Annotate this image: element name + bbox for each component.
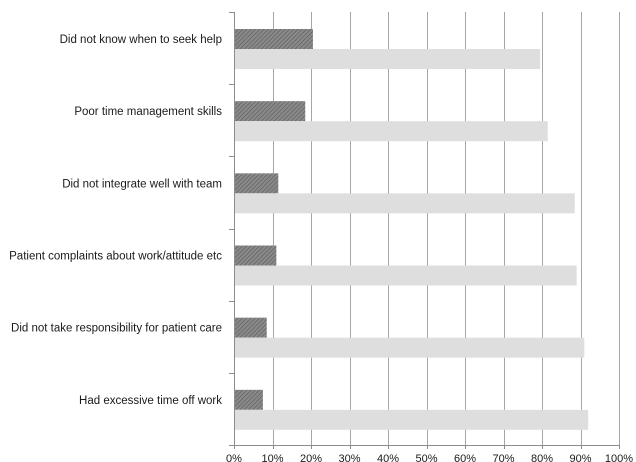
bars: [235, 29, 589, 430]
x-tick-label: 40%: [377, 453, 399, 462]
axes: [229, 12, 620, 449]
bar-series-1: [235, 101, 306, 122]
x-tick-label: 60%: [454, 453, 476, 462]
bar-series-2: [235, 49, 541, 69]
category-label: Patient complaints about work/attitude e…: [9, 251, 222, 263]
bar-series-1: [235, 389, 263, 410]
x-tick-label: 0%: [226, 453, 242, 462]
category-label: Did not take responsibility for patient …: [11, 323, 222, 335]
x-tick-label: 70%: [492, 453, 514, 462]
bar-series-1: [235, 29, 313, 49]
bar-series-2: [235, 121, 548, 142]
gridlines: [273, 12, 620, 445]
x-tick-label: 90%: [569, 453, 591, 462]
x-tick-label: 20%: [300, 453, 322, 462]
bar-series-1: [235, 245, 277, 266]
x-tick-label: 50%: [415, 453, 437, 462]
x-tick-label: 80%: [531, 453, 553, 462]
bar-series-1: [235, 173, 279, 194]
category-label: Did not know when to seek help: [60, 34, 222, 46]
bar-series-2: [235, 265, 577, 286]
bar-series-2: [235, 409, 589, 430]
x-tick-label: 30%: [338, 453, 360, 462]
x-tick-label: 100%: [605, 453, 633, 462]
x-tick-label: 10%: [261, 453, 283, 462]
labels: 0% 10% 20% 30% 40% 50% 60% 70% 80% 90% 100% Did not…: [9, 34, 633, 462]
category-label: Did not integrate well with team: [62, 178, 222, 190]
bar-series-2: [235, 337, 585, 358]
bar-series-2: [235, 193, 575, 214]
category-label: Poor time management skills: [74, 106, 222, 118]
category-label: Had excessive time off work: [79, 395, 222, 407]
bar-series-1: [235, 317, 267, 338]
